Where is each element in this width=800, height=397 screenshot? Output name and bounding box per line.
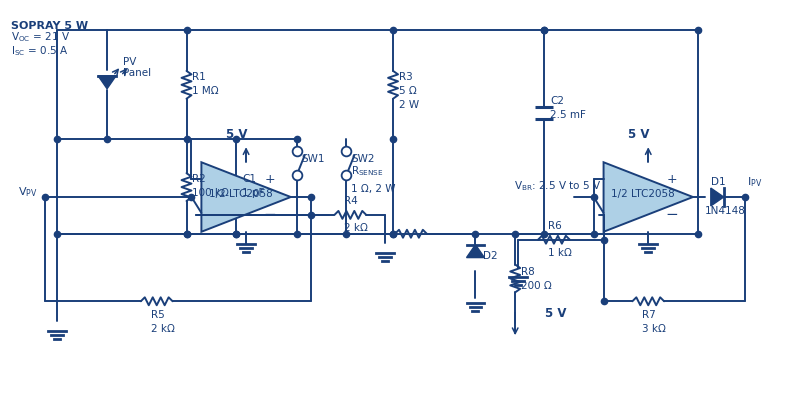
Text: 5 V: 5 V — [226, 128, 248, 141]
Text: 2.5 mF: 2.5 mF — [550, 110, 586, 119]
Text: 100 kΩ: 100 kΩ — [193, 188, 230, 198]
Polygon shape — [603, 162, 693, 232]
Text: R4: R4 — [344, 196, 358, 206]
Text: R6: R6 — [548, 221, 562, 231]
Text: SW1: SW1 — [302, 154, 325, 164]
Text: 2 kΩ: 2 kΩ — [150, 324, 174, 334]
Text: 1 kΩ: 1 kΩ — [548, 248, 572, 258]
Text: 5 V: 5 V — [628, 128, 650, 141]
Text: D1: D1 — [711, 177, 726, 187]
Polygon shape — [711, 188, 724, 206]
Text: R3: R3 — [399, 72, 413, 82]
Polygon shape — [466, 245, 485, 258]
Text: D2: D2 — [483, 251, 498, 260]
Text: 1 MΩ: 1 MΩ — [193, 86, 219, 96]
Text: R7: R7 — [642, 310, 656, 320]
Text: I$_{\rm SC}$ = 0.5 A: I$_{\rm SC}$ = 0.5 A — [10, 44, 68, 58]
Text: R8: R8 — [521, 268, 535, 278]
Text: 1/2 LTC2058: 1/2 LTC2058 — [611, 189, 675, 199]
Text: I$_{\rm PV}$: I$_{\rm PV}$ — [746, 175, 762, 189]
Text: R5: R5 — [150, 310, 165, 320]
Polygon shape — [98, 76, 116, 89]
Text: C1: C1 — [242, 174, 256, 184]
Text: R$_{\rm SENSE}$: R$_{\rm SENSE}$ — [351, 164, 384, 178]
Polygon shape — [202, 162, 290, 232]
Text: PV: PV — [123, 57, 136, 67]
Text: −: − — [666, 207, 678, 222]
Text: 200 Ω: 200 Ω — [521, 281, 552, 291]
Text: 1/2 LTC2058: 1/2 LTC2058 — [210, 189, 273, 199]
Text: 2 W: 2 W — [399, 100, 419, 110]
Text: 1 pF: 1 pF — [242, 188, 265, 198]
Text: +: + — [265, 173, 275, 186]
Text: 5 V: 5 V — [545, 307, 566, 320]
Text: R2: R2 — [193, 174, 206, 184]
Text: 5 Ω: 5 Ω — [399, 86, 417, 96]
Text: V$_{\rm OC}$ = 21 V: V$_{\rm OC}$ = 21 V — [10, 30, 70, 44]
Text: 1N4148: 1N4148 — [705, 206, 746, 216]
Text: V$_{\rm BR}$: 2.5 V to 5 V: V$_{\rm BR}$: 2.5 V to 5 V — [514, 179, 602, 193]
Text: 1 Ω, 2 W: 1 Ω, 2 W — [351, 184, 396, 194]
Text: −: − — [263, 207, 276, 222]
Text: SW2: SW2 — [351, 154, 375, 164]
Text: C2: C2 — [550, 96, 564, 106]
Text: 2 kΩ: 2 kΩ — [344, 223, 368, 233]
Text: 3 kΩ: 3 kΩ — [642, 324, 666, 334]
Text: SOPRAY 5 W: SOPRAY 5 W — [10, 21, 88, 31]
Text: R1: R1 — [193, 72, 206, 82]
Text: +: + — [666, 173, 678, 186]
Text: V$_{\rm PV}$: V$_{\rm PV}$ — [18, 185, 38, 199]
Text: Panel: Panel — [123, 68, 151, 78]
